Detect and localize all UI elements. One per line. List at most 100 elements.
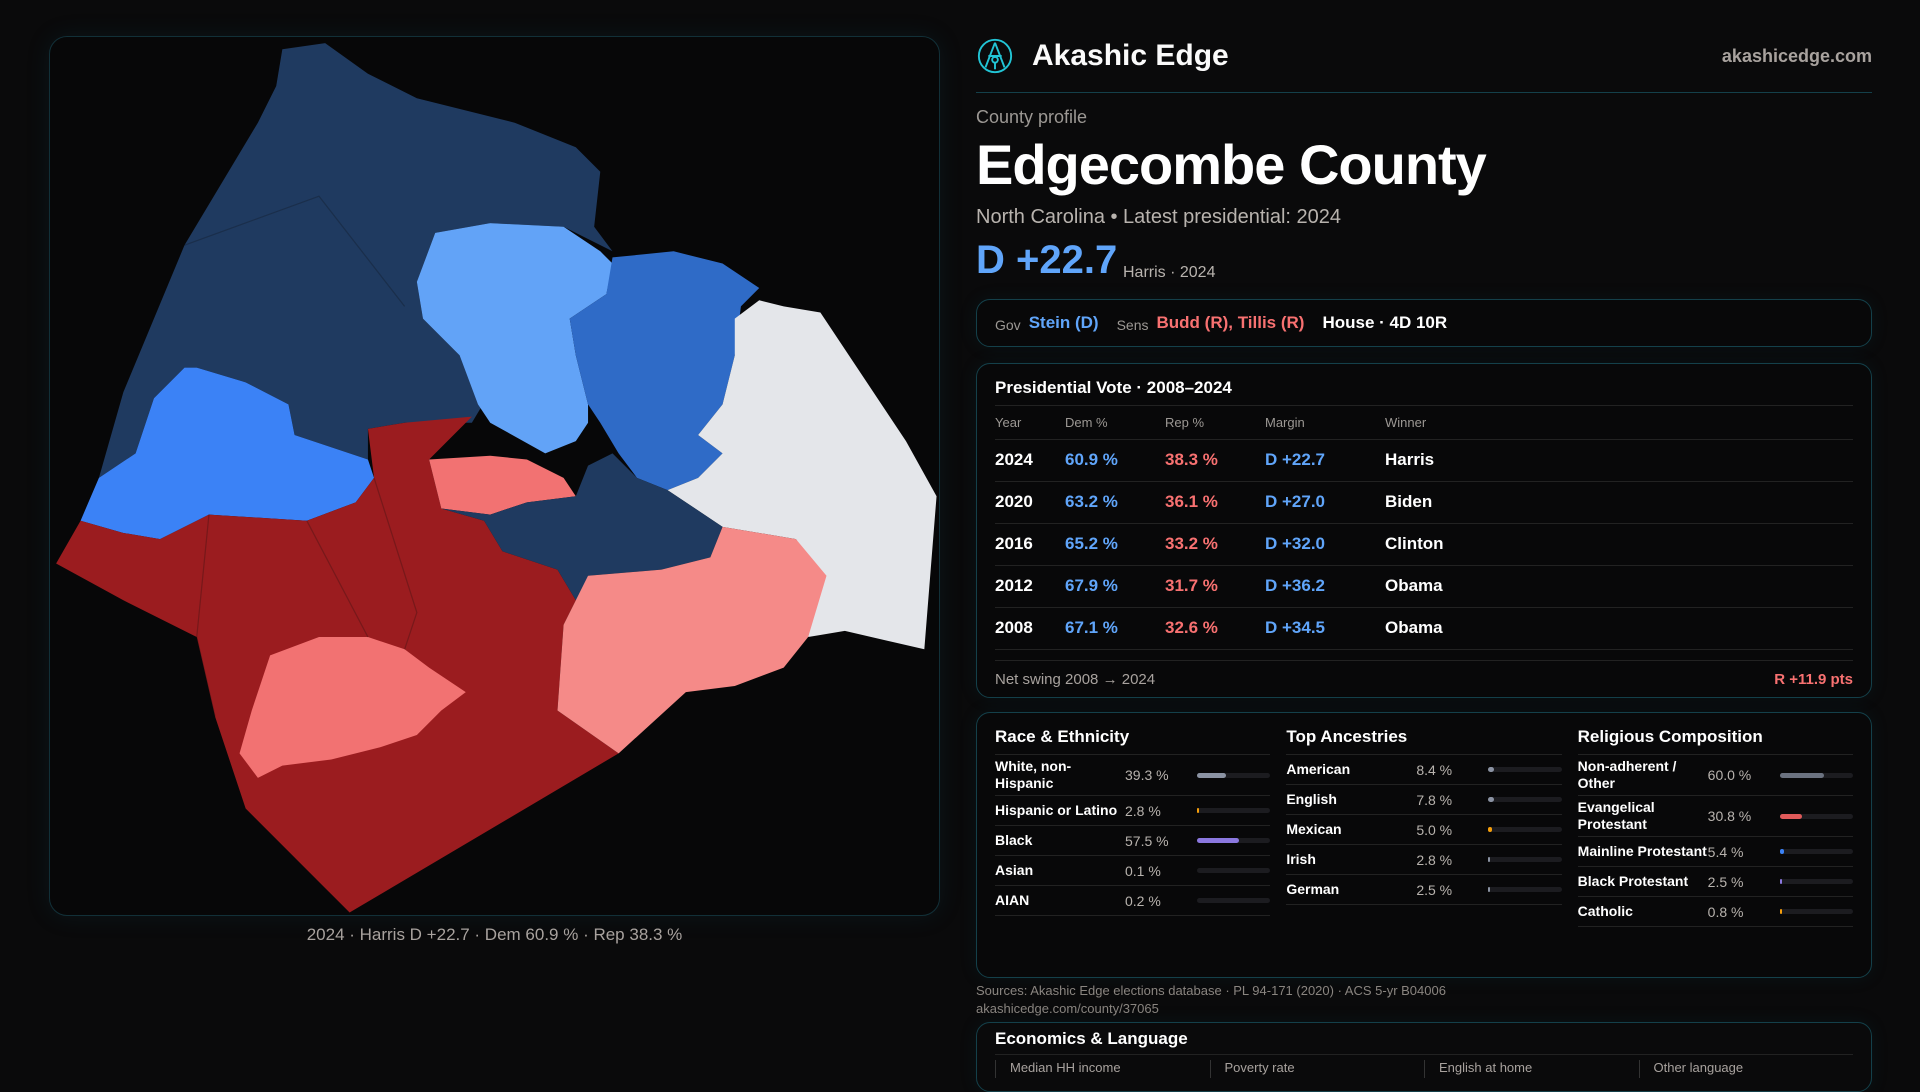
pct-bar bbox=[1488, 797, 1562, 802]
demographic-row: Asian 0.1 % bbox=[995, 856, 1271, 886]
akashic-logo-icon bbox=[977, 38, 1013, 74]
col-header: Dem % bbox=[1065, 406, 1165, 440]
table-cell: 31.7 % bbox=[1165, 565, 1265, 608]
demographic-row: White, non-Hispanic 39.3 % bbox=[995, 755, 1271, 796]
pct-bar-fill bbox=[1197, 898, 1199, 903]
precinct-mid-blue[interactable] bbox=[569, 251, 760, 491]
pct-bar bbox=[1197, 808, 1271, 813]
sens-label: Sens bbox=[1116, 316, 1149, 333]
site-link[interactable]: akashicedge.com bbox=[1721, 45, 1872, 66]
table-cell: 33.2 % bbox=[1165, 523, 1265, 566]
precinct-map[interactable] bbox=[50, 37, 939, 915]
pct-bar-fill bbox=[1488, 857, 1491, 862]
precinct-center-navy[interactable] bbox=[441, 453, 723, 601]
pct-bar bbox=[1488, 767, 1562, 772]
table-cell: Obama bbox=[1385, 607, 1853, 650]
pct-bar-fill bbox=[1197, 808, 1200, 813]
demographic-row: Non-adherent / Other 60.0 % bbox=[1577, 755, 1853, 796]
col-header: Rep % bbox=[1165, 406, 1265, 440]
item-pct: 0.2 % bbox=[1125, 892, 1161, 909]
table-cell: 2020 bbox=[995, 481, 1065, 524]
col-header: Winner bbox=[1385, 406, 1853, 440]
table-cell: 2024 bbox=[995, 439, 1065, 482]
presidential-vote-card: Presidential Vote · 2008–2024 Year Dem %… bbox=[976, 363, 1872, 698]
group-title: Religious Composition bbox=[1577, 713, 1853, 755]
table-row: 2016 65.2 % 33.2 % D +32.0 Clinton bbox=[995, 523, 1853, 566]
governor: Stein (D) bbox=[1028, 313, 1099, 332]
page-title: Edgecombe County bbox=[976, 133, 1487, 196]
demographic-group: Religious Composition Non-adherent / Othe… bbox=[1577, 713, 1853, 977]
demographic-group: Top Ancestries American 8.4 % English 7.8 % M… bbox=[1286, 713, 1562, 977]
item-name: Mainline Protestant bbox=[1577, 843, 1707, 859]
table-cell: D +22.7 bbox=[1265, 439, 1385, 482]
latest-margin-note: Harris · 2024 bbox=[1123, 264, 1216, 281]
pct-bar bbox=[1488, 857, 1562, 862]
pct-bar bbox=[1197, 838, 1271, 843]
demographics-card: Race & Ethnicity White, non-Hispanic 39.3 … bbox=[976, 712, 1872, 978]
item-name: AIAN bbox=[995, 892, 1030, 908]
item-name: Black Protestant bbox=[1577, 873, 1689, 889]
demographic-row: AIAN 0.2 % bbox=[995, 886, 1271, 916]
item-name: Irish bbox=[1286, 851, 1316, 867]
senators: Budd (R), Tillis (R) bbox=[1156, 313, 1305, 332]
pct-bar bbox=[1779, 772, 1853, 778]
pct-bar-fill bbox=[1197, 868, 1199, 873]
header: Akashic Edge akashicedge.com bbox=[976, 36, 1872, 76]
demographic-row: Black 57.5 % bbox=[995, 826, 1271, 856]
page-kicker: County profile bbox=[976, 107, 1088, 127]
precinct-east-gray[interactable] bbox=[667, 300, 937, 650]
demographic-row: Hispanic or Latino 2.8 % bbox=[995, 796, 1271, 826]
item-pct: 30.8 % bbox=[1707, 808, 1752, 824]
item-pct: 8.4 % bbox=[1416, 761, 1453, 778]
pct-bar-fill bbox=[1197, 838, 1240, 843]
table-cell: 63.2 % bbox=[1065, 481, 1165, 524]
pct-bar-fill bbox=[1488, 767, 1495, 772]
county-map-panel[interactable] bbox=[49, 36, 940, 916]
swing-label: Net swing 2008 → 2024 bbox=[995, 670, 1156, 688]
card-title: Presidential Vote · 2008–2024 bbox=[995, 364, 1853, 406]
precinct-north-navy[interactable] bbox=[98, 43, 613, 478]
item-name: Black bbox=[995, 832, 1033, 848]
table-cell: 2016 bbox=[995, 523, 1065, 566]
pct-bar bbox=[1779, 849, 1853, 854]
sources-note: Sources: Akashic Edge elections database… bbox=[976, 982, 1446, 1018]
precinct-borders bbox=[184, 195, 418, 717]
permalink[interactable]: akashicedge.com/county/37065 bbox=[976, 1001, 1159, 1016]
page-subtitle: North Carolina • Latest presidential: 20… bbox=[976, 206, 1341, 228]
stat-label: Poverty rate bbox=[1209, 1060, 1425, 1078]
pct-bar bbox=[1197, 772, 1271, 778]
demographic-row: Black Protestant 2.5 % bbox=[1577, 867, 1853, 897]
group-title: Race & Ethnicity bbox=[995, 713, 1271, 755]
pct-bar bbox=[1197, 898, 1271, 903]
precinct-center-pink[interactable] bbox=[429, 455, 576, 515]
pct-bar bbox=[1779, 813, 1853, 819]
header-divider bbox=[976, 92, 1872, 93]
item-pct: 7.8 % bbox=[1416, 791, 1453, 808]
item-pct: 39.3 % bbox=[1125, 767, 1169, 783]
item-name: Catholic bbox=[1577, 903, 1633, 919]
pct-bar-fill bbox=[1488, 827, 1492, 832]
item-pct: 0.8 % bbox=[1707, 903, 1744, 920]
table-cell: 67.9 % bbox=[1065, 565, 1165, 608]
table-cell: Biden bbox=[1385, 481, 1853, 524]
precinct-southwest-pink[interactable] bbox=[239, 637, 466, 778]
map-caption: 2024 · Harris D +22.7 · Dem 60.9 % · Rep… bbox=[306, 925, 683, 944]
item-pct: 5.0 % bbox=[1416, 821, 1453, 838]
precinct-west-blue[interactable] bbox=[80, 367, 375, 540]
stat-label: Other language bbox=[1638, 1060, 1854, 1078]
precinct-southeast-salmon[interactable] bbox=[557, 526, 827, 754]
item-name: Evangelical Protestant bbox=[1577, 799, 1655, 832]
economics-card: Economics & Language Median HH income Po… bbox=[976, 1022, 1872, 1092]
table-cell: 32.6 % bbox=[1165, 607, 1265, 650]
precinct-light-blue[interactable] bbox=[416, 223, 613, 454]
pct-bar bbox=[1197, 868, 1271, 873]
item-pct: 2.8 % bbox=[1416, 851, 1453, 868]
presidential-table: Year Dem % Rep % Margin Winner 2024 60.9 … bbox=[995, 406, 1853, 650]
pct-bar bbox=[1488, 827, 1562, 832]
table-cell: 38.3 % bbox=[1165, 439, 1265, 482]
item-name: American bbox=[1286, 761, 1351, 777]
demographic-group: Race & Ethnicity White, non-Hispanic 39.3 … bbox=[995, 713, 1271, 977]
demographic-row: German 2.5 % bbox=[1286, 875, 1562, 905]
pct-bar bbox=[1488, 887, 1562, 892]
pct-bar-fill bbox=[1779, 879, 1782, 884]
